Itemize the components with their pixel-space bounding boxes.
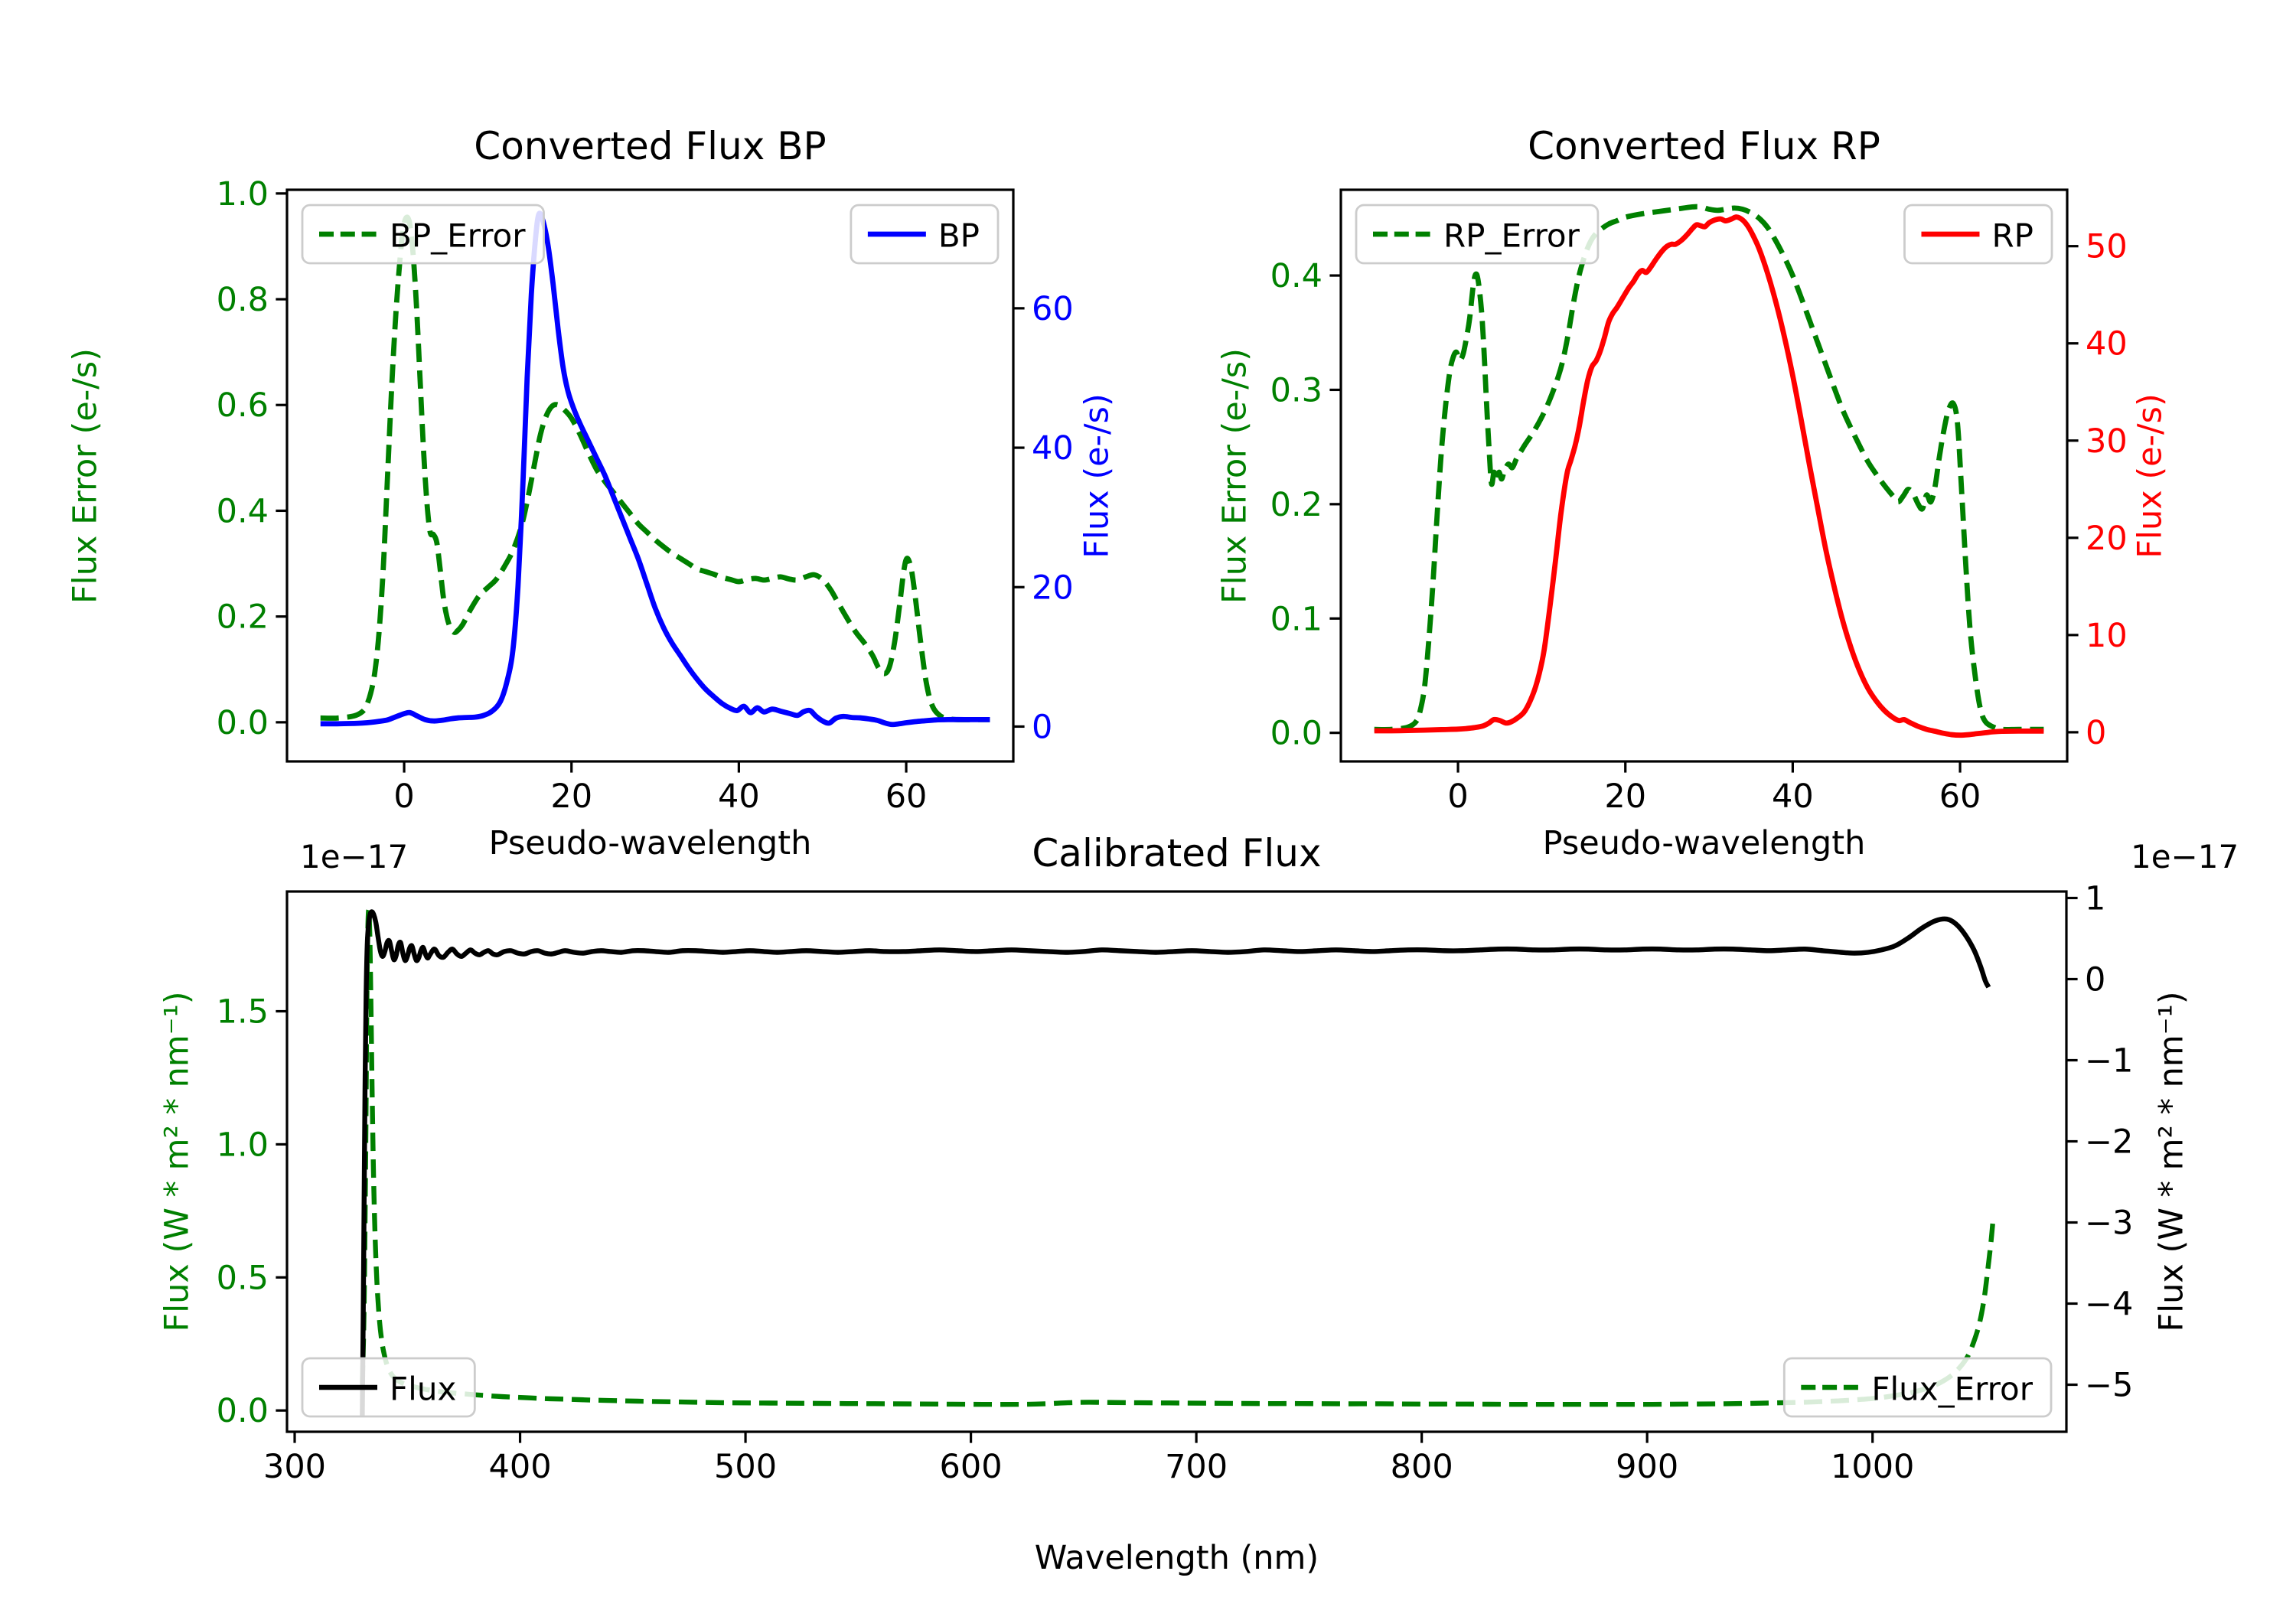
calibrated-y-tick-label-right: −3 xyxy=(2085,1204,2133,1243)
x-axis-label-bp: Pseudo-wavelength xyxy=(488,825,812,863)
bp-x-tick-label: 0 xyxy=(393,777,414,816)
bp-series-bp_error xyxy=(320,214,990,722)
rp-legend-rp_error: RP_Error xyxy=(1355,204,1600,265)
rp-y-tick-label-right: 40 xyxy=(2086,325,2128,363)
bp-y-tick-label-right: 20 xyxy=(1032,569,1074,607)
rp-y-tick-label-right: 10 xyxy=(2086,617,2128,655)
y-axis-label-bp-flux: Flux (e-/s) xyxy=(1078,393,1117,559)
rp-series-rp_error xyxy=(1374,204,2044,732)
rp-x-tick-label: 40 xyxy=(1772,777,1814,816)
rp-axes-frame xyxy=(1339,188,2069,763)
offset-text-right-1e-17: 1e−17 xyxy=(2131,839,2239,875)
calibrated-series-flux xyxy=(360,909,1991,1416)
bp-y-tick-label-left: 1.0 xyxy=(217,175,269,214)
bp-y-tick-label-right: 60 xyxy=(1032,290,1074,328)
y-axis-label-rp-error: Flux Error (e-/s) xyxy=(1216,347,1255,604)
bp-y-tick-label-left: 0.8 xyxy=(217,281,269,319)
legend-label-flux: Flux xyxy=(390,1371,456,1408)
bp-y-tick-label-right: 40 xyxy=(1032,429,1074,468)
calibrated-y-tick-label-left: 1.5 xyxy=(217,993,269,1032)
calibrated-y-tick-label-right: −1 xyxy=(2085,1041,2133,1080)
rp-series-rp xyxy=(1374,214,2044,738)
legend-label-rp_error: RP_Error xyxy=(1443,217,1580,255)
legend-box xyxy=(301,1357,476,1418)
y-axis-label-flux-left: Flux (W * m² * nm⁻¹) xyxy=(158,991,197,1332)
y-axis-label-flux-right: Flux (W * m² * nm⁻¹) xyxy=(2153,991,2192,1332)
rp-x-tick-label: 20 xyxy=(1604,777,1646,816)
calibrated-y-tick-label-left: 0.0 xyxy=(217,1392,269,1430)
calibrated-axes-frame xyxy=(285,890,2068,1433)
legend-label-rp: RP xyxy=(1991,217,2033,255)
calibrated-legend-flux: Flux xyxy=(301,1357,476,1418)
rp-y-tick-label-right: 20 xyxy=(2086,520,2128,558)
calibrated-y-tick-label-right: −2 xyxy=(2085,1123,2133,1161)
bp-x-tick-label: 20 xyxy=(550,777,592,816)
rp-y-tick-label-right: 0 xyxy=(2086,714,2106,752)
bp-x-tick-label: 40 xyxy=(718,777,760,816)
calibrated-y-tick-label-right: 0 xyxy=(2085,960,2105,999)
calibrated-y-tick-label-left: 0.5 xyxy=(217,1259,269,1297)
chart-title-bp: Converted Flux BP xyxy=(474,124,827,168)
bp-y-tick-label-left: 0.4 xyxy=(217,492,269,530)
bp-legend-bp_error: BP_Error xyxy=(301,204,545,265)
bp-plot-area xyxy=(320,210,990,728)
bp-x-tick-label: 60 xyxy=(885,777,928,816)
calibrated-x-tick-label: 400 xyxy=(489,1448,552,1486)
chart-title-calibrated: Calibrated Flux xyxy=(1032,831,1322,875)
calibrated-series-flux_error xyxy=(360,908,1996,1407)
calibrated-x-tick-label: 800 xyxy=(1391,1448,1453,1486)
x-axis-label-wavelength: Wavelength (nm) xyxy=(1034,1540,1319,1578)
calibrated-x-tick-label: 700 xyxy=(1165,1448,1228,1486)
calibrated-plot-area xyxy=(360,908,1996,1416)
rp-plot-area xyxy=(1374,204,2044,738)
calibrated-legend-flux_error: Flux_Error xyxy=(1782,1357,2053,1418)
rp-y-tick-label-left: 0.2 xyxy=(1270,486,1322,524)
calibrated-y-tick-label-right: −4 xyxy=(2085,1286,2133,1324)
legend-label-bp: BP xyxy=(938,217,980,255)
rp-y-tick-label-right: 30 xyxy=(2086,422,2128,461)
bp-axes-frame xyxy=(285,188,1015,763)
bp-y-tick-label-left: 0.0 xyxy=(217,704,269,742)
chart-title-rp: Converted Flux RP xyxy=(1528,124,1880,168)
y-axis-label-bp-error: Flux Error (e-/s) xyxy=(67,347,106,604)
calibrated-y-tick-label-left: 1.0 xyxy=(217,1126,269,1164)
rp-y-tick-label-right: 50 xyxy=(2086,228,2128,266)
rp-x-tick-label: 60 xyxy=(1939,777,1981,816)
x-axis-label-rp: Pseudo-wavelength xyxy=(1542,825,1866,863)
bp-y-tick-label-right: 0 xyxy=(1032,708,1052,746)
bp-legend-bp: BP xyxy=(850,204,1000,265)
rp-y-tick-label-left: 0.0 xyxy=(1270,715,1322,753)
bp-y-tick-label-left: 0.2 xyxy=(217,598,269,637)
legend-box xyxy=(1782,1357,2053,1418)
rp-x-tick-label: 0 xyxy=(1447,777,1468,816)
legend-label-flux_error: Flux_Error xyxy=(1871,1371,2033,1408)
bp-series-bp xyxy=(320,210,990,728)
offset-text-left-1e-17: 1e−17 xyxy=(300,839,409,875)
calibrated-y-tick-label-right: −5 xyxy=(2085,1367,2133,1405)
bp-y-tick-label-left: 0.6 xyxy=(217,386,269,425)
rp-y-tick-label-left: 0.4 xyxy=(1270,257,1322,295)
legend-box xyxy=(1355,204,1600,265)
legend-label-bp_error: BP_Error xyxy=(390,217,526,255)
calibrated-y-tick-label-right: 1 xyxy=(2085,879,2105,918)
calibrated-x-tick-label: 900 xyxy=(1616,1448,1678,1486)
calibrated-x-tick-label: 600 xyxy=(940,1448,1003,1486)
y-axis-label-rp-flux: Flux (e-/s) xyxy=(2131,393,2170,559)
calibrated-x-tick-label: 1000 xyxy=(1831,1448,1914,1486)
calibrated-x-tick-label: 500 xyxy=(714,1448,777,1486)
calibrated-x-tick-label: 300 xyxy=(263,1448,326,1486)
rp-y-tick-label-left: 0.3 xyxy=(1270,371,1322,409)
rp-y-tick-label-left: 0.1 xyxy=(1270,600,1322,638)
legend-box xyxy=(301,204,545,265)
rp-legend-rp: RP xyxy=(1903,204,2053,265)
